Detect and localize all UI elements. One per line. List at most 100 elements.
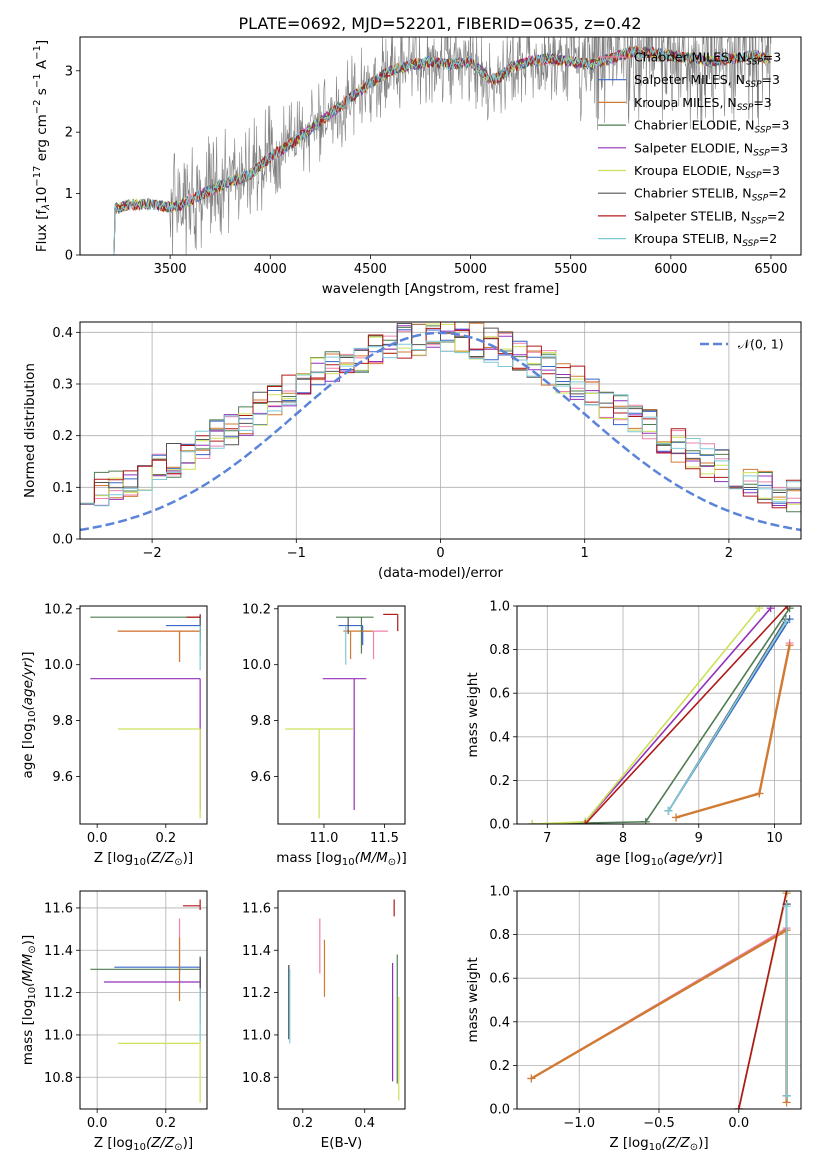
y-tick-label: 11.2 — [242, 986, 271, 1001]
weight-line — [584, 607, 772, 823]
x-tick-label: 0.4 — [354, 1116, 375, 1131]
y-tick-label: 11.0 — [242, 1028, 271, 1043]
x-tick-label: 0.0 — [87, 831, 108, 846]
residuals-panel: −2 −1 0 1 2 0.0 0.1 0.2 0.3 0.4 (data-model)/error… — [22, 321, 802, 581]
errorbar-salpeter-miles — [114, 956, 201, 978]
x-tick-label: −1.0 — [563, 1116, 595, 1131]
errorbar-salpeter-stelib — [383, 613, 399, 632]
plot-area — [527, 891, 791, 1109]
errorbar-salpeter-elodie — [90, 678, 201, 811]
weight-marker — [781, 617, 790, 626]
errorbar-salpeter-stelib — [182, 899, 201, 911]
errorbar-salpeter-elodie — [322, 678, 367, 811]
legend-item: Salpeter STELIB, NSSP=2 — [598, 208, 785, 226]
x-tick-label: 3500 — [154, 262, 187, 277]
legend-item: Salpeter MILES, NSSP=3 — [598, 72, 780, 90]
weight-series-salpeter-stelib — [734, 891, 791, 1109]
y-tick-label: 0.6 — [489, 687, 510, 702]
legend-label: 𝒩(0, 1) — [738, 337, 784, 352]
y-tick-label: 9.8 — [52, 714, 73, 729]
x-tick-label: 0.2 — [155, 1116, 176, 1131]
x-tick-label: −1 — [287, 546, 306, 561]
x-tick-label: −2 — [143, 546, 162, 561]
axes-frame — [516, 605, 802, 825]
y-tick-label: 10.8 — [242, 1071, 271, 1086]
y-tick-label: 0.0 — [489, 1103, 510, 1118]
x-tick-label: 0.0 — [728, 1116, 749, 1131]
residual-histogram-kroupa-stelib — [80, 340, 801, 507]
residual-histogram-chabrier-stelib — [80, 323, 801, 504]
legend-label: Chabrier STELIB, NSSP=2 — [634, 186, 787, 204]
x-tick-label: 11.0 — [309, 831, 338, 846]
x-axis-label: mass [log10(M/M⊙)] — [276, 850, 406, 868]
mass-vs-z-panel: 0.0 0.2 10.8 11.0 11.2 11.4 11.6 Z [log10(Z/Z⊙)… — [20, 890, 208, 1153]
x-tick-label: 0 — [436, 546, 444, 561]
plot-area — [285, 613, 399, 819]
figure-title: PLATE=0692, MJD=52201, FIBERID=0635, z=0… — [238, 14, 641, 33]
x-tick-label: −0.5 — [643, 1116, 675, 1131]
legend-item: Kroupa ELODIE, NSSP=3 — [598, 163, 780, 181]
y-tick-label: 0.0 — [52, 533, 73, 548]
plot-area — [288, 899, 400, 1101]
weight-series-kroupa-miles — [672, 641, 794, 822]
residual-histogram-salpeter-stelib — [80, 322, 801, 509]
errorbar-kroupa-elodie — [285, 728, 353, 819]
y-tick-label: 1.0 — [489, 885, 510, 900]
plot-area — [113, 37, 772, 255]
y-tick-label: 0.8 — [489, 643, 510, 658]
weight-line — [738, 891, 788, 1109]
errorbar-chabrier-elodie — [90, 616, 201, 657]
y-tick-label: 11.6 — [242, 901, 271, 916]
y-tick-label: 9.8 — [250, 714, 271, 729]
weight-line — [675, 644, 791, 819]
x-axis-label: wavelength [Angstrom, rest frame] — [322, 281, 560, 297]
errorbar-kroupa-elodie — [117, 728, 201, 819]
axes-frame — [79, 890, 208, 1110]
x-tick-label: 0.2 — [155, 831, 176, 846]
y-tick-label: 0.6 — [489, 972, 510, 987]
weight-line — [532, 607, 760, 824]
x-tick-label: 0.0 — [87, 1116, 108, 1131]
y-tick-label: 11.2 — [44, 986, 73, 1001]
weight-marker — [755, 606, 764, 613]
x-axis-label: Z [log10(Z/Z⊙)] — [94, 1135, 193, 1153]
model-spectrum-kroupa-elodie — [113, 47, 771, 255]
model-spectrum-kroupa-stelib — [113, 47, 771, 255]
legend-label: Kroupa STELIB, NSSP=2 — [634, 231, 777, 249]
x-tick-label: 10 — [766, 831, 783, 846]
y-axis-label: age [log10(age/yr)] — [20, 651, 38, 778]
x-tick-label: 6000 — [654, 262, 687, 277]
legend-label: Kroupa MILES, NSSP=3 — [634, 95, 772, 113]
y-tick-label: 0.3 — [52, 378, 73, 393]
y-tick-label: 1.0 — [489, 600, 510, 615]
weight-marker — [527, 1074, 536, 1083]
axes-frame — [277, 890, 406, 1110]
errorbar-chabrier-miles — [117, 630, 201, 662]
y-axis-label: mass weight — [465, 672, 481, 757]
x-tick-label: 5500 — [554, 262, 587, 277]
legend-label: Kroupa ELODIE, NSSP=3 — [634, 163, 780, 181]
errorbar-kroupa-miles — [343, 630, 373, 660]
x-axis-label: Z [log10(Z/Z⊙)] — [609, 1135, 708, 1153]
y-tick-label: 0.0 — [489, 818, 510, 833]
weight-line — [667, 620, 787, 812]
y-tick-label: 9.6 — [52, 770, 73, 785]
errorbar-chabrier-elodie — [336, 616, 374, 654]
x-tick-label: 9 — [695, 831, 703, 846]
weight-marker — [672, 813, 681, 822]
y-axis-label: Normed distribution — [22, 363, 38, 498]
legend-item: Chabrier ELODIE, NSSP=3 — [598, 118, 789, 136]
y-tick-label: 0.2 — [52, 429, 73, 444]
errorbar-chabrier-elodie — [90, 956, 201, 1014]
errorbar-kroupa-elodie — [117, 1001, 201, 1103]
y-tick-label: 9.6 — [250, 770, 271, 785]
weight-vs-z-panel: −1.0 −0.5 0.0 0.0 0.2 0.4 0.6 0.8 1.0 Z [log10(Z/… — [465, 885, 802, 1153]
legend-label: Salpeter MILES, NSSP=3 — [634, 72, 780, 90]
legend-item: Chabrier STELIB, NSSP=2 — [598, 186, 787, 204]
legend-label: Chabrier ELODIE, NSSP=3 — [634, 118, 789, 136]
errorbar-kroupa-miles — [117, 630, 201, 662]
mass-vs-ebv-panel: 0.2 0.4 10.8 11.0 11.2 11.4 11.6 E(B-V) — [242, 890, 406, 1151]
weight-marker — [766, 606, 775, 613]
plot-area — [80, 322, 801, 532]
errorbar-salpeter-miles — [165, 624, 201, 643]
